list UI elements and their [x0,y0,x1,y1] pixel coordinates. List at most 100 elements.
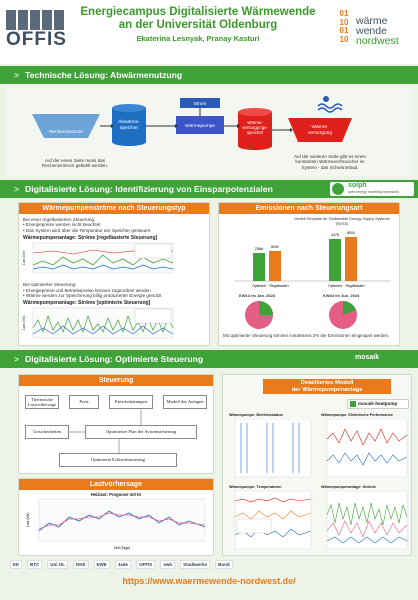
bar-b-reg [345,237,357,281]
box-optimierter-plan: Optimierter Plan der Systemsteuerung [85,425,197,439]
rechenzentrum-label: Rechenzentrum [49,129,83,135]
y-label-1: Last (kW) [22,251,26,266]
bar-label-b2: 8000 [347,231,355,235]
abwaerme-speicher-shape [112,108,146,142]
offis-wordmark: OFFIS [6,29,67,50]
forecast-title: Heizlast: Prognose mit KI [90,492,142,497]
hp-chart2-title: Wärmepumpe: Elektrische Performance [321,413,393,417]
ww-line-3: nordwest [356,35,399,47]
box-unsicherheiten: Unsicherheiten [25,425,69,439]
chart-optimiert: Last (kW) [22,308,174,339]
box-einschraenkungen: Einschränkungen [109,395,153,409]
logo-8: Stadtwerke [180,559,211,569]
bar-label-a2: 8000 [271,245,279,249]
group-b-label: Optimiert [328,284,342,288]
hp-charts [234,419,408,550]
hp-chart3-title: Wärmepumpe: Temperaturen [229,485,282,489]
svg-text:Wärme-: Wärme- [311,124,328,130]
svg-text:versorgungs-: versorgungs- [242,125,268,130]
bar-a-opt [253,253,265,281]
pie1-title: KW14 im Jan. 2024 [239,293,276,298]
legend-2 [134,309,172,324]
series-blue [32,264,174,270]
rechenzentrum-shape [32,114,100,138]
waermepumpe-shape [176,116,224,134]
rule-intro: Bei einer regelbasierten Steuerung: [23,217,96,222]
chart-regelbasiert: Last (kW) [22,243,174,274]
forecast-actual [38,510,206,532]
ww-digits: 01 10 01 10 [339,9,349,44]
model-note: Modell Template für Sustainable Energy S… [294,217,390,227]
title-line-1: Energiecampus Digitalisierte Wärmewende [80,6,316,18]
logo-4: EWE [93,559,110,569]
logo-5: Jade [114,559,132,569]
pie1-slice [259,301,273,315]
mosaik-icon [340,353,352,365]
logo-1: BTC [27,559,43,569]
solph-logo: solph open energy modelling framework [330,182,414,196]
poster-title: Energiecampus Digitalisierte Wärmewende … [78,6,318,32]
panel-header-emissionen: Emissionen nach Steuerungsart [219,203,399,214]
mosaik-logo: mosaik [340,352,410,366]
panel-header-lastvorhersage: Lastvorhersage [19,479,213,490]
strom-label: Strom [194,101,207,107]
offis-mark-icon [6,10,70,30]
strom-shape [180,98,220,108]
emissions-summary: Mit optimierter Steuerung können mindest… [223,333,390,338]
opt-intro: Bei optimierter Steuerung: [23,282,77,288]
project-url[interactable]: https://www.waermewende-nordwest.de/ [122,576,296,586]
bar-b-opt [329,239,341,281]
note-right: Auf der anderen Seite gibt es einen kons… [293,154,367,170]
panel-header-stroeme: Wärmepumpenströme nach Steuerungstyp [19,203,209,214]
solph-icon [332,183,344,195]
bar-a-reg [269,251,281,281]
opt-b1: Energiepreise und Betriebspreise können … [25,287,151,293]
title-line-2: an der Universität Oldenburg [118,19,278,31]
box-echtzeit: Optimierte Echtzeitsteuerung [59,453,177,467]
logo-9: Bund [215,559,233,569]
forecast-ylabel: Last (kW) [26,512,30,527]
opt-b2: Wärme werden zur Speicherung billig prod… [25,293,162,299]
forecast-xlabel: Zeit (Tage) [114,546,130,550]
rule-b2: Das System wird über die Temperatur der … [25,227,151,233]
section-1-band: > Technische Lösung: Abwärmenutzung [0,66,418,84]
box-lastvorhersage: Thermische Lastvorhersage [25,395,59,409]
abwaerme-diagram: Rechenzentrum Abwärme- speicher Strom Wä… [6,88,412,176]
panel-waermepumpenstroeme: Wärmepumpenströme nach Steuerungstyp Bei… [18,202,210,346]
mosaik-hp-text: mosaik-heatpump [358,401,398,406]
section-1-title: Technische Lösung: Abwärmenutzung [25,70,183,80]
hp-chart4-title: Wärmepumpenanlage: Ströme [321,485,376,489]
swimmer-icon [317,96,343,113]
series-green [32,254,174,266]
note-left: Auf der einen Seite muss das Rechenzentr… [41,158,109,169]
pie2-title: KW44 im Jun. 2024 [323,293,360,298]
forecast-pred [38,512,206,530]
section-3-band: > Digitalisierte Lösung: Optimierte Steue… [0,350,418,368]
waermeversorgung-shape [288,118,352,142]
ww-line-1: wärme [356,15,388,27]
waermepumpe-label: Wärmepumpe [185,123,215,129]
logo-3: DKE [73,559,89,569]
section-2-band: > Digitalisierte Lösung: Identifizierung … [0,180,418,198]
mosaik-hp-icon [350,401,356,407]
rule-b1: Energiepreise werden nicht beachtet [25,222,101,228]
logo-0: EE [10,559,23,569]
group-a2-label: Regelbasiert [269,284,288,288]
waermeversorgungs-speicher-shape [238,112,272,146]
emissions-bar-chart: 236kt 8000 4478 8000 Optimiert Regelbasi… [235,231,391,288]
bar-label-b1: 4478 [331,233,339,237]
legend-1 [134,244,172,259]
mosaik-wordmark: mosaik [355,354,380,361]
logo-2: Uni OL [47,559,69,569]
header [0,0,418,64]
logo-6: OFFIS [136,559,156,569]
abwaerme-label-2: speicher [120,125,139,131]
group-b2-label: Regelbasiert [345,284,364,288]
panel-detail-model: Detailliertes Modell der Wärmepumpenanla… [222,374,412,556]
panel-header-detail: Detailliertes Modell der Wärmepumpenanla… [263,379,391,395]
box-modell: Modell der Anlagen [163,395,207,409]
pie2-slice [343,301,356,315]
section-2-title: Digitalisierte Lösung: Identifizierung v… [25,184,273,194]
mosaik-heatpump-logo: mosaik-heatpump [347,399,409,409]
svg-text:speicher: speicher [247,130,264,135]
